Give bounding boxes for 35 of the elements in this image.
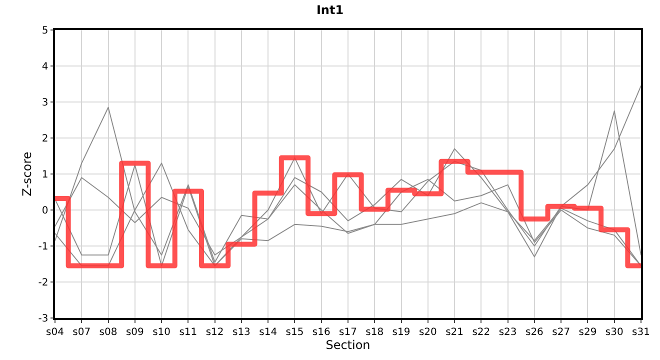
x-tick-label: s07 [72, 326, 91, 338]
x-tick-label: s04 [46, 326, 64, 338]
x-tick-label: s14 [259, 326, 278, 338]
x-tick-label: s08 [99, 326, 118, 338]
x-axis-title: Section [326, 338, 370, 352]
x-tick-label: s21 [446, 326, 464, 338]
y-axis-title: Z-score [20, 152, 34, 196]
y-tick-label: 4 [42, 62, 48, 72]
x-tick-label: s26 [525, 326, 544, 338]
y-tick-label: -3 [38, 314, 48, 324]
x-tick-label: s23 [498, 326, 517, 338]
y-tick-label: 0 [42, 206, 48, 216]
y-tick-label: -1 [38, 242, 48, 252]
y-tick-label: 1 [42, 170, 48, 180]
x-tick-label: s19 [392, 326, 410, 338]
x-tick-label: s10 [152, 326, 171, 338]
x-tick-label: s22 [472, 326, 490, 338]
x-tick-label: s13 [232, 326, 250, 338]
x-tick-label: s30 [605, 326, 624, 338]
x-tick-label: s09 [126, 326, 144, 338]
x-tick-label: s27 [552, 326, 570, 338]
y-tick-label: -2 [38, 278, 48, 288]
chart-title: Int1 [316, 2, 344, 17]
x-tick-label: s20 [418, 326, 437, 338]
y-tick-label: 5 [42, 26, 48, 36]
x-tick-label: s18 [366, 326, 384, 338]
x-tick-label: s31 [632, 326, 650, 338]
x-tick-label: s11 [179, 326, 198, 338]
x-tick-label: s12 [206, 326, 224, 338]
y-tick-label: 3 [42, 98, 48, 108]
x-tick-label: s17 [339, 326, 357, 338]
x-tick-label: s15 [286, 326, 304, 338]
y-tick-label: 2 [42, 134, 48, 144]
x-tick-label: s29 [578, 326, 597, 338]
x-tick-label: s16 [312, 326, 330, 338]
